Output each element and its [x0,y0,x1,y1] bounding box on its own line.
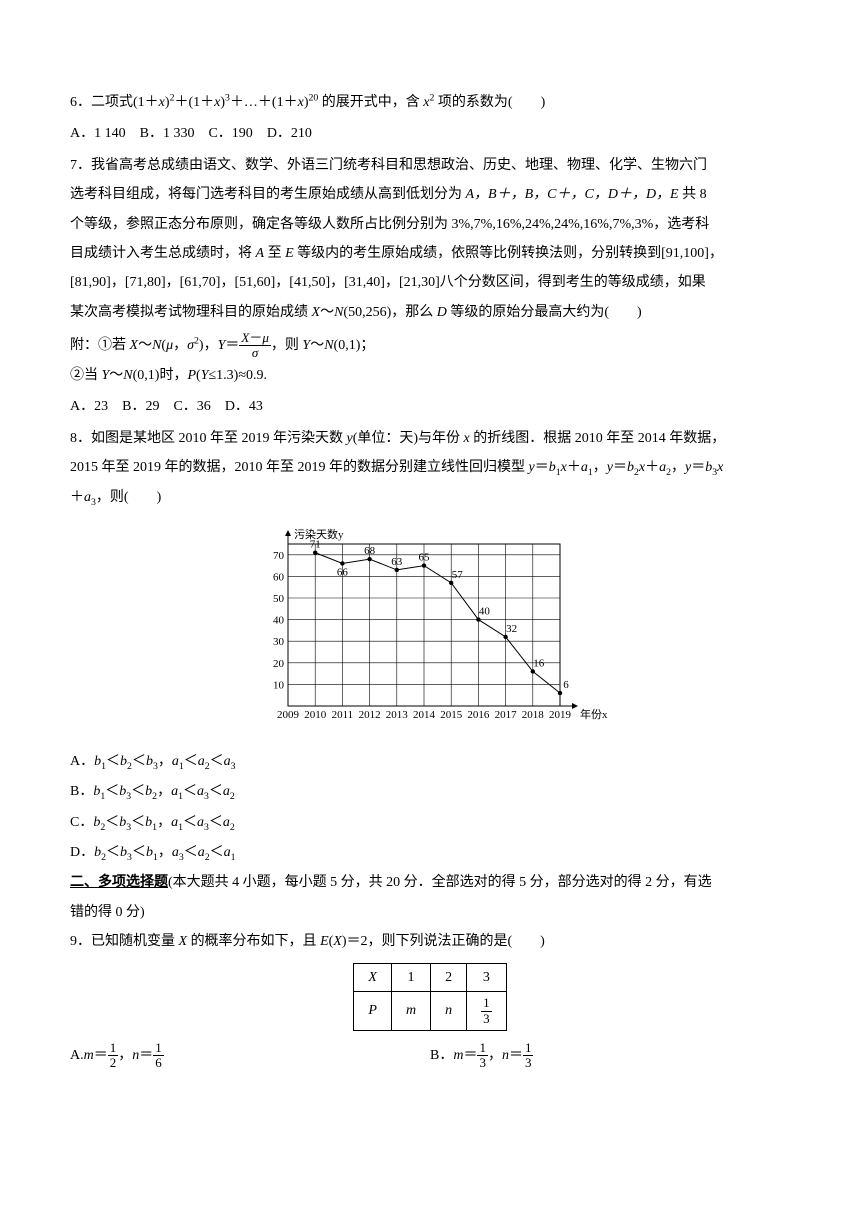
svg-text:40: 40 [273,614,285,626]
q6-post: 项的系数为( ) [434,95,545,110]
q7-att1: 附：①若 X～N(μ，σ2)，Y＝X－μσ，则 Y～N(0,1)； [70,331,790,361]
q8-options: A．b1＜b2＜b3，a1＜a2＜a3 B．b1＜b3＜b2，a1＜a3＜a2 … [70,747,790,868]
table-cell: P [354,992,392,1031]
svg-text:2009: 2009 [277,709,300,721]
svg-text:16: 16 [533,657,545,669]
table-cell: m [391,992,430,1031]
svg-text:2011: 2011 [332,709,354,721]
q9-opt-b: B．m＝13，n＝13 [430,1041,790,1071]
q8-opt-a: A．b1＜b2＜b3，a1＜a2＜a3 [70,747,790,777]
q7-opt-d: D．43 [225,399,263,414]
svg-text:2013: 2013 [386,709,409,721]
q6-opt-c: C．190 [208,126,252,141]
section-2-title: 二、多项选择题 [70,875,168,890]
q6-x1: x [159,95,165,110]
q6-opt-d: D．210 [267,126,312,141]
distribution-table: X 1 2 3 P m n 13 [353,963,506,1031]
q8-opt-c: C．b2＜b3＜b1，a1＜a3＜a2 [70,808,790,838]
table-cell: X [354,963,392,992]
svg-text:60: 60 [273,571,285,583]
svg-text:2012: 2012 [359,709,381,721]
section-2-desc: (本大题共 4 小题，每小题 5 分，共 20 分．全部选对的得 5 分，部分选… [168,875,712,890]
table-row: P m n 13 [354,992,506,1031]
q7-l1: 7．我省高考总成绩由语文、数学、外语三门统考科目和思想政治、历史、地理、物理、化… [70,151,790,180]
q8-l3: ＋a3，则( ) [70,483,790,513]
q9-table: X 1 2 3 P m n 13 [70,963,790,1031]
table-cell: 1 [391,963,430,992]
svg-text:40: 40 [479,605,491,617]
question-7: 7．我省高考总成绩由语文、数学、外语三门统考科目和思想政治、历史、地理、物理、化… [70,151,790,390]
svg-text:63: 63 [391,556,403,568]
q7-att2: ②当 Y～N(0,1)时，P(Y≤1.3)≈0.9. [70,361,790,390]
q7-opt-c: C．36 [173,399,210,414]
q6-opt-b: B．1 330 [140,126,195,141]
svg-text:2016: 2016 [467,709,490,721]
svg-text:2015: 2015 [440,709,463,721]
svg-text:2018: 2018 [522,709,545,721]
q7-l3: 个等级，参照正态分布原则，确定各等级人数所占比例分别为 3%,7%,16%,24… [70,210,790,239]
q9-opt-a: A.m＝12，n＝16 [70,1041,430,1071]
svg-text:10: 10 [273,679,285,691]
q8-opt-d: D．b2＜b3＜b1，a3＜a2＜a1 [70,838,790,868]
question-8: 8．如图是某地区 2010 年至 2019 年污染天数 y(单位：天)与年份 x… [70,424,790,514]
q6-prefix: 6．二项式(1＋ [70,95,159,110]
svg-text:66: 66 [337,566,349,578]
q7-opt-b: B．29 [122,399,159,414]
q7-opt-a: A．23 [70,399,108,414]
q6-options: A．1 140 B．1 330 C．190 D．210 [70,119,790,148]
svg-text:68: 68 [364,545,376,557]
svg-text:71: 71 [310,538,321,550]
q7-fraction: X－μσ [239,331,271,361]
svg-text:20: 20 [273,657,285,669]
svg-text:50: 50 [273,593,285,605]
q6-opt-a: A．1 140 [70,126,126,141]
q7-options: A．23 B．29 C．36 D．43 [70,392,790,421]
q7-l5: [81,90]，[71,80]，[61,70]，[51,60]，[41,50]，… [70,268,790,297]
svg-text:30: 30 [273,636,285,648]
table-cell: 13 [467,992,507,1031]
table-cell: 3 [467,963,507,992]
svg-text:2014: 2014 [413,709,436,721]
svg-text:70: 70 [273,549,285,561]
table-row: X 1 2 3 [354,963,506,992]
q8-l2: 2015 年至 2019 年的数据，2010 年至 2019 年的数据分别建立线… [70,453,790,483]
section-2-heading: 二、多项选择题(本大题共 4 小题，每小题 5 分，共 20 分．全部选对的得 … [70,868,790,897]
q7-l6: 某次高考模拟考试物理科目的原始成绩 X～N(50,256)，那么 D 等级的原始… [70,298,790,327]
q9-options: A.m＝12，n＝16 B．m＝13，n＝13 [70,1041,790,1071]
q7-l4: 目成绩计入考生总成绩时，将 A 至 E 等级内的考生原始成绩，依照等比例转换法则… [70,239,790,268]
line-chart-svg: 10 20 30 40 50 60 70 2009 2010 2011 2012 2013 2014 20… [250,520,610,730]
svg-text:2019: 2019 [549,709,572,721]
question-9: 9．已知随机变量 X 的概率分布如下，且 E(X)＝2，则下列说法正确的是( ) [70,927,790,956]
q6-mid: 的展开式中，含 [318,95,423,110]
q6-plus2: ＋…＋(1＋ [230,95,298,110]
svg-text:年份x: 年份x [580,707,608,721]
section-2-desc-cont: 错的得 0 分) [70,898,790,927]
svg-text:65: 65 [419,551,431,563]
question-6: 6．二项式(1＋x)2＋(1＋x)3＋…＋(1＋x)20 的展开式中，含 x2 … [70,88,790,117]
q8-l1: 8．如图是某地区 2010 年至 2019 年污染天数 y(单位：天)与年份 x… [70,424,790,453]
q6-exp20: 20 [309,92,319,103]
q8-opt-b: B．b1＜b3＜b2，a1＜a3＜a2 [70,777,790,807]
q7-l2: 选考科目组成，将每门选考科目的考生原始成绩从高到低划分为 A，B＋，B，C＋，C… [70,180,790,209]
svg-text:2010: 2010 [304,709,327,721]
q6-x3: x [298,95,304,110]
svg-text:2017: 2017 [495,709,517,721]
svg-text:6: 6 [563,679,569,691]
table-cell: 2 [431,963,467,992]
q6-x2: x [214,95,220,110]
q6-plus1: ＋(1＋ [174,95,214,110]
svg-text:32: 32 [506,622,517,634]
q8-chart: 10 20 30 40 50 60 70 2009 2010 2011 2012 2013 2014 20… [70,520,790,741]
table-cell: n [431,992,467,1031]
svg-text:57: 57 [452,568,464,580]
